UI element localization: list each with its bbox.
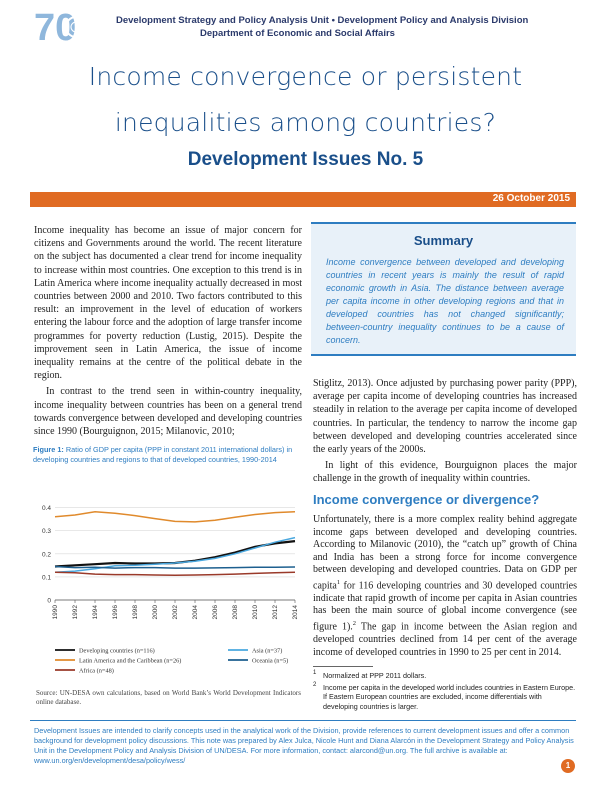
footnote-number: 2 [313, 682, 317, 689]
page-number: 1 [561, 759, 575, 773]
paragraph-part: for 116 developing countries and 30 deve… [313, 580, 577, 633]
x-tick-label: 2004 [192, 605, 199, 620]
un70-logo-icon: 70 [34, 7, 87, 46]
series-line [54, 565, 296, 569]
paragraph-part: Unfortunately, there is a more complex r… [313, 514, 577, 592]
paragraph: Unfortunately, there is a more complex r… [313, 514, 577, 659]
figure-label: Figure 1: [33, 445, 64, 454]
footer-note: Development Issues are intended to clari… [34, 726, 574, 765]
footnote-ref[interactable]: 2 [352, 620, 357, 628]
footer-divider [30, 720, 576, 721]
x-tick-label: 1998 [132, 605, 139, 620]
x-tick-label: 1992 [72, 605, 79, 620]
series-line [54, 571, 296, 577]
publication-date: 26 October 2015 [492, 193, 570, 204]
x-tick-label: 2010 [252, 605, 259, 620]
x-tick-label: 2000 [152, 605, 159, 620]
summary-box: Summary Income convergence between devel… [311, 222, 576, 356]
x-tick-label: 2014 [292, 605, 299, 620]
page-title-line-1: Income convergence or persistent [88, 62, 523, 91]
figure-caption: Figure 1: Ratio of GDP per capita (PPP i… [33, 445, 303, 465]
logo-number: 70 [34, 7, 76, 46]
footnote-divider [313, 666, 373, 667]
x-tick-label: 2006 [212, 605, 219, 620]
figure-source: Source: UN-DESA own calculations, based … [36, 689, 301, 706]
paragraph: In contrast to the trend seen in within-… [34, 386, 302, 438]
y-tick-label: 0.2 [42, 551, 51, 558]
legend-label: Asia (n=37) [252, 648, 282, 655]
right-column-text-2: Unfortunately, there is a more complex r… [313, 514, 577, 659]
y-tick-label: 0.4 [42, 505, 51, 512]
date-bar: 26 October 2015 [30, 192, 576, 207]
legend-label: Latin America and the Caribbean (n=26) [79, 658, 181, 665]
right-column-text: Stiglitz, 2013). Once adjusted by purcha… [313, 377, 577, 486]
x-tick-label: 1996 [112, 605, 119, 620]
header-department-line: Department of Economic and Social Affair… [200, 28, 395, 39]
y-tick-label: 0.3 [42, 528, 51, 535]
x-tick-label: 1990 [52, 605, 59, 620]
footnote-text: Income per capita in the developed world… [323, 683, 576, 711]
x-tick-label: 2002 [172, 605, 179, 620]
page-title-line-2: inequalities among countries? [114, 108, 497, 137]
footnote-number: 1 [313, 670, 317, 676]
page-subtitle: Development Issues No. 5 [187, 149, 424, 170]
header-division-line: Development Strategy and Policy Analysis… [116, 15, 529, 26]
x-tick-label: 1994 [92, 605, 99, 620]
paragraph-part: The gap in income between the Asian regi… [313, 621, 577, 658]
legend-label: Developing countries (n=116) [79, 648, 155, 655]
series-line [54, 510, 296, 523]
x-tick-label: 2008 [232, 605, 239, 620]
page-header: 70 Development Strategy and Policy Analy… [0, 0, 611, 56]
y-tick-label: 0.1 [42, 574, 51, 581]
paragraph: Income inequality has become an issue of… [34, 225, 302, 382]
paragraph: In light of this evidence, Bourguignon p… [313, 460, 577, 485]
footnote-text: Normalized at PPP 2011 dollars. [323, 671, 427, 680]
footnote: 1 Normalized at PPP 2011 dollars. [313, 670, 577, 680]
figure-caption-text: Ratio of GDP per capita (PPP in constant… [33, 445, 293, 464]
y-tick-label: 0 [47, 598, 51, 605]
legend-label: Oceania (n=5) [252, 658, 288, 665]
footnotes: 1 Normalized at PPP 2011 dollars. 2 Inco… [313, 670, 577, 714]
x-tick-label: 2012 [272, 605, 279, 620]
series-line [54, 536, 296, 574]
legend-label: Africa (n=48) [79, 668, 114, 675]
left-column-text: Income inequality has become an issue of… [34, 224, 302, 438]
footnote: 2 Income per capita in the developed wor… [313, 682, 577, 711]
footnote-ref[interactable]: 1 [336, 578, 341, 586]
summary-title: Summary [413, 233, 474, 248]
summary-text: Income convergence between developed and… [326, 257, 564, 345]
line-chart: 0 0.1 0.2 0.3 0.4 1990 1992 1994 1996 1998 2000 200… [42, 505, 299, 675]
section-heading: Income convergence or divergence? [313, 492, 540, 507]
paragraph: Stiglitz, 2013). Once adjusted by purcha… [313, 378, 577, 456]
